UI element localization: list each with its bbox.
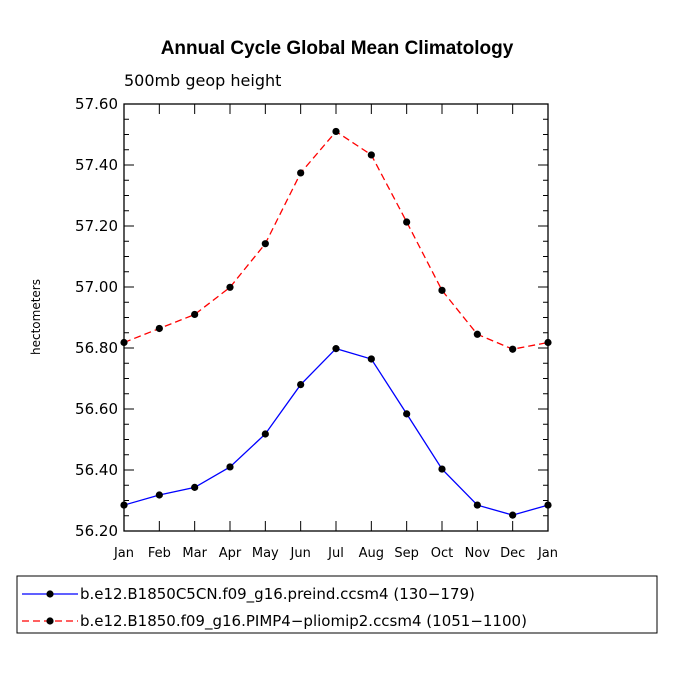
series-1-point [509,511,517,519]
y-tick-label: 57.60 [75,95,118,113]
series-1-point [155,491,163,499]
legend-marker-2 [46,617,54,625]
series-2-point [155,324,163,333]
legend-label-2: b.e12.B1850.f09_g16.PIMP4−pliomip2.ccsm4… [80,612,527,631]
y-tick-label: 56.40 [75,461,118,479]
y-tick-label: 57.20 [75,217,118,235]
series-2-point [261,240,269,248]
y-tick-label: 57.00 [75,278,118,296]
y-axis-label: hectometers [29,279,43,355]
y-tick-label: 56.80 [75,339,118,357]
series-2-point [226,283,234,291]
series-2-point [297,169,305,177]
series-lines [123,130,549,516]
y-tick-label: 56.60 [75,400,118,418]
x-tick-label: Mar [182,546,207,561]
series-line-2 [123,130,549,350]
x-tick-label: May [252,546,279,561]
series-1-point [261,430,269,438]
x-tick-label: Aug [359,546,384,561]
x-tick-label: Jan [537,546,558,561]
chart-subtitle: 500mb geop height [124,71,281,90]
series-2-point [509,345,517,353]
series-2-point [438,286,446,294]
series-1-point [403,410,411,418]
series-2-point [191,310,199,319]
x-tick-labels: Jan Feb Mar Apr May Jun Jul Aug Sep Oct Nov Dec Jan [113,546,558,561]
series-points [120,127,552,519]
legend-box [16,575,658,634]
series-2-point [367,151,375,159]
legend-marker-1 [46,590,54,598]
plot-frame [123,103,549,532]
legend: b.e12.B1850C5CN.f09_g16.preind.ccsm4 (13… [16,575,658,634]
series-1-point [191,483,199,491]
series-1-point [438,465,446,473]
x-tick-label: Nov [465,546,491,561]
series-2-point [473,330,481,338]
series-1-point [226,463,234,471]
x-tick-label: Apr [219,546,242,561]
y-tick-label: 56.20 [75,522,118,540]
series-2-point [332,127,340,136]
y-tick-label: 57.40 [75,156,118,174]
series-1-point [473,501,481,509]
x-tick-label: Jan [113,546,134,561]
y-tick-labels: 56.20 56.40 56.60 56.80 57.00 57.20 57.40 57.60 [75,95,118,540]
chart-title: Annual Cycle Global Mean Climatology [161,38,514,59]
series-1-point [297,381,305,389]
x-tick-label: Jul [327,546,344,561]
x-tick-label: Sep [394,546,419,561]
series-1-point [367,355,375,363]
x-tick-label: Dec [500,546,525,561]
x-tick-label: Oct [431,546,453,561]
series-2-point [403,218,411,226]
series-1-point [332,345,340,353]
legend-label-1: b.e12.B1850C5CN.f09_g16.preind.ccsm4 (13… [80,585,475,604]
x-tick-label: Feb [148,546,171,561]
x-tick-label: Jun [290,546,311,561]
series-line-1 [123,347,549,516]
